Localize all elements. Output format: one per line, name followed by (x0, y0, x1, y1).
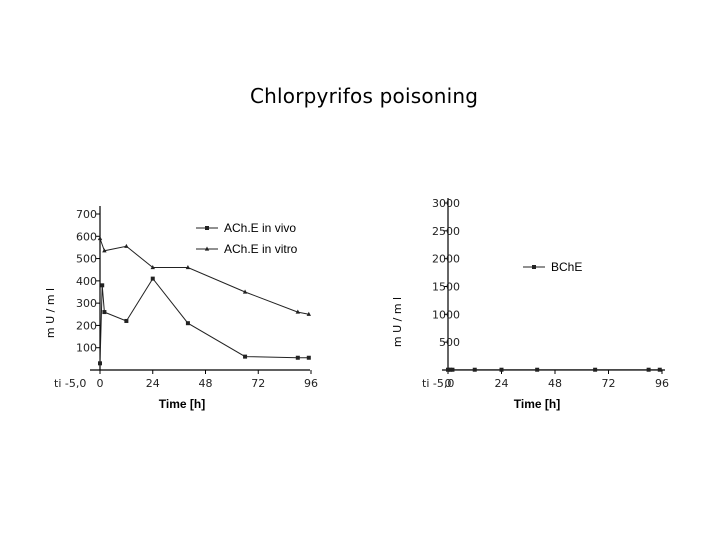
x-tick-label: 24 (495, 377, 509, 390)
series-bche: BChE (446, 260, 662, 372)
x-tick-label: 24 (146, 377, 160, 390)
x-tick-label: 48 (199, 377, 213, 390)
y-tick-label: 200 (76, 319, 97, 332)
y-axis-label: m U / m l (391, 297, 404, 347)
data-point (124, 318, 129, 323)
y-tick-label: 1500 (432, 281, 460, 294)
y-tick-label: 2500 (432, 225, 460, 238)
legend-label: BChE (551, 260, 582, 274)
data-point (450, 367, 455, 372)
data-point (100, 283, 105, 288)
y-axis-label: m U / m l (44, 288, 57, 338)
series-ach-e-in-vivo: ACh.E in vivo (98, 221, 311, 366)
data-point (646, 367, 651, 372)
y-tick-label: 3000 (432, 197, 460, 210)
x-tick-label: 0 (97, 377, 104, 390)
data-point (185, 321, 190, 326)
series-line (99, 277, 309, 364)
data-point (102, 310, 107, 315)
legend-marker (532, 265, 536, 269)
data-point (472, 367, 477, 372)
x-tick-label: 72 (251, 377, 265, 390)
data-point (124, 243, 129, 248)
series-line (99, 238, 309, 315)
page-title: Chlorpyrifos poisoning (250, 84, 479, 108)
x-tick-label: 48 (548, 377, 562, 390)
x-axis-label: Time [h] (159, 397, 205, 411)
data-point (242, 289, 248, 294)
data-point (97, 236, 103, 241)
x-extra-label: ti -5,0 (422, 377, 454, 390)
y-tick-label: 500 (439, 336, 460, 349)
y-tick-label: 300 (76, 297, 97, 310)
data-point (295, 309, 301, 314)
data-point (593, 367, 598, 372)
data-point (306, 311, 312, 316)
y-tick-label: 700 (76, 208, 97, 221)
y-tick-label: 400 (76, 275, 97, 288)
x-tick-label: 0 (445, 377, 452, 390)
y-tick-label: 100 (76, 342, 97, 355)
x-tick-label: 72 (602, 377, 616, 390)
x-extra-label: ti -5,0 (54, 377, 86, 390)
data-point (150, 276, 155, 281)
data-point (185, 264, 191, 270)
data-point (98, 361, 102, 366)
x-tick-label: 96 (655, 377, 669, 390)
legend-label: ACh.E in vitro (224, 242, 298, 256)
legend-marker (204, 246, 210, 251)
data-point (243, 354, 248, 359)
chart-2: 500 1000 1500 2000 2500 3000 0 24 48 72 96 ti -5,0 T… (391, 197, 669, 411)
y-tick-label: 1000 (432, 308, 460, 321)
data-point (448, 367, 453, 372)
y-tick-label: 2000 (432, 253, 460, 266)
data-point (295, 355, 300, 360)
x-tick-label: 96 (304, 377, 318, 390)
legend-label: ACh.E in vivo (224, 221, 296, 235)
data-point (446, 367, 450, 372)
data-point (657, 367, 662, 372)
data-point (535, 367, 540, 372)
data-point (499, 367, 504, 372)
series-ach-e-in-vitro: ACh.E in vitro (97, 236, 312, 316)
y-tick-label: 600 (76, 230, 97, 243)
legend-marker (205, 226, 209, 230)
x-axis-label: Time [h] (514, 397, 560, 411)
y-tick-label: 500 (76, 253, 97, 266)
data-point (150, 264, 155, 270)
chart-1: 100 200 300 400 500 600 700 0 24 48 72 96 ti -5,0 Tim… (44, 206, 318, 411)
data-point (102, 248, 107, 253)
data-point (306, 355, 311, 360)
